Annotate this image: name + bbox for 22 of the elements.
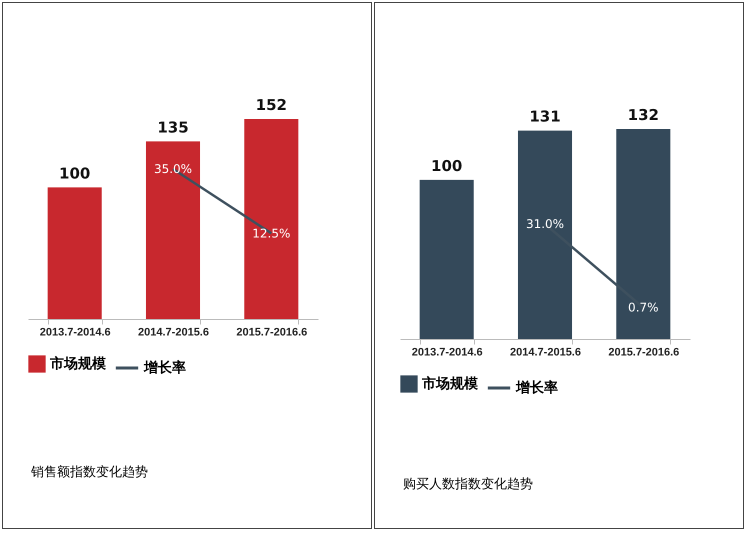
x-tick-label: 2013.7-2014.6: [40, 326, 111, 338]
data-label: 100: [431, 156, 462, 175]
legend-label: 增长率: [143, 359, 186, 376]
data-label: 31.0%: [526, 217, 564, 232]
data-label: 132: [628, 106, 659, 124]
x-tick-label: 2013.7-2014.6: [412, 346, 483, 358]
x-tick-label: 2015.7-2016.6: [236, 326, 308, 338]
text: 购买人数指数变化趋势: [403, 476, 533, 493]
data-label: 0.7%: [628, 300, 659, 315]
x-tick-label: 2015.7-2016.6: [608, 346, 680, 358]
x-tick-label: 2014.7-2015.6: [510, 346, 581, 358]
text: 销售额指数变化趋势: [31, 464, 148, 481]
legend-label: 增长率: [515, 379, 558, 396]
data-label: 131: [529, 108, 561, 126]
legend-label: 市场规模: [49, 355, 107, 372]
data-label: 135: [157, 118, 189, 136]
data-label: 12.5%: [252, 226, 290, 240]
data-label: 35.0%: [154, 162, 192, 176]
data-label: 100: [59, 164, 90, 182]
data-label: 152: [256, 96, 287, 114]
legend-label: 市场规模: [421, 375, 479, 392]
x-tick-label: 2014.7-2015.6: [138, 326, 209, 338]
